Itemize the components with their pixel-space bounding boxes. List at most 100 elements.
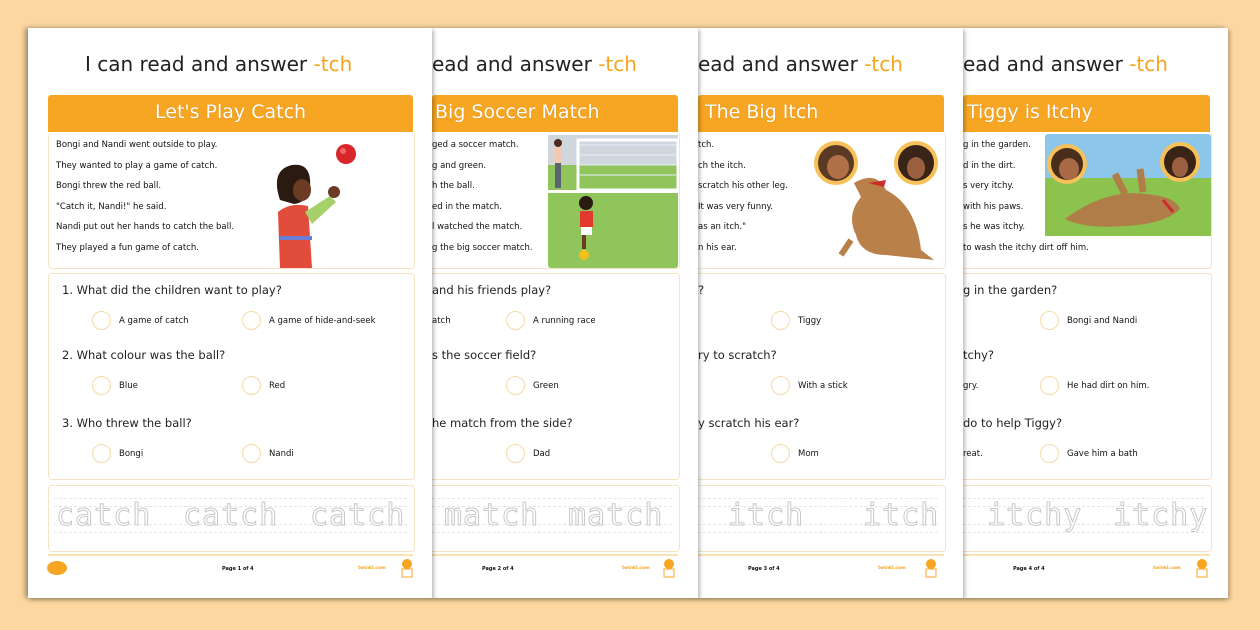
answer-option[interactable]: Tiggy: [798, 316, 822, 326]
answer-option[interactable]: Bongi: [119, 449, 144, 459]
page-number: Page 2 of 4: [482, 566, 514, 572]
twinkl-logo-icon: [46, 560, 68, 580]
worksheet-title: I can read and answer -tch: [85, 52, 352, 76]
tracing-word[interactable]: itch: [727, 498, 805, 534]
page-number: Page 1 of 4: [222, 566, 254, 572]
brand-badge-icon: [924, 558, 938, 582]
worksheet-page: ead and answer -tch Big Soccer Match ged a…: [432, 28, 698, 598]
answer-option[interactable]: A running race: [533, 316, 596, 326]
story-line: g and green.: [432, 160, 487, 171]
answer-option[interactable]: Mom: [798, 449, 819, 459]
tracing-box: [48, 485, 415, 552]
question-text: do to help Tiggy?: [963, 416, 1063, 430]
story-line: d in the dirt.: [963, 160, 1016, 171]
question-text: ?: [698, 283, 705, 297]
tracing-guideline: [698, 524, 938, 525]
story-line: h the ball.: [432, 181, 475, 191]
answer-radio[interactable]: [242, 444, 261, 463]
answer-radio[interactable]: [506, 311, 525, 330]
title-suffix: -tch: [598, 52, 637, 76]
tracing-guideline: [432, 506, 672, 507]
answer-option[interactable]: Dad: [533, 449, 551, 459]
story-illustration: [548, 135, 680, 272]
answer-option[interactable]: Gave him a bath: [1067, 449, 1138, 459]
questions-box: [48, 273, 415, 480]
worksheet-title: ead and answer -tch: [698, 52, 903, 76]
tracing-word[interactable]: match: [567, 498, 664, 534]
tracing-word[interactable]: itch: [862, 498, 940, 534]
answer-radio[interactable]: [92, 311, 111, 330]
story-line: Bongi and Nandi went outside to play.: [56, 140, 218, 150]
story-line: as an itch.": [698, 222, 747, 232]
answer-option[interactable]: Blue: [119, 381, 138, 391]
answer-radio[interactable]: [92, 376, 111, 395]
answer-option[interactable]: reat.: [963, 449, 983, 459]
answer-option[interactable]: With a stick: [798, 381, 848, 391]
questions-box: [963, 273, 1212, 480]
question-text: g in the garden?: [963, 283, 1058, 297]
answer-option[interactable]: Nandi: [269, 449, 294, 459]
story-line: ch the itch.: [698, 160, 746, 171]
footer-divider: [432, 554, 678, 556]
tracing-word[interactable]: catch: [182, 498, 279, 534]
worksheet-page: I can read and answer -tch Let's Play Cat…: [28, 28, 432, 598]
answer-radio[interactable]: [1040, 444, 1059, 463]
tracing-word[interactable]: itchy: [1112, 498, 1209, 534]
story-line: with his paws.: [963, 201, 1024, 212]
footer-brand: twinkl.com: [878, 566, 906, 571]
brand-badge-icon: [662, 558, 676, 582]
tracing-guideline: [698, 506, 938, 507]
answer-option[interactable]: A game of hide-and-seek: [269, 316, 376, 326]
answer-option[interactable]: gry.: [963, 381, 979, 391]
answer-radio[interactable]: [506, 444, 525, 463]
story-line: ged a soccer match.: [432, 140, 519, 150]
story-title: Big Soccer Match: [435, 101, 600, 123]
footer-divider: [698, 554, 944, 556]
story-title-banner: Big Soccer Match: [432, 95, 678, 132]
answer-radio[interactable]: [92, 444, 111, 463]
story-illustration: [806, 135, 941, 272]
story-line: n his ear.: [698, 242, 737, 253]
tracing-guideline: [54, 532, 407, 533]
tracing-word[interactable]: match: [443, 498, 540, 534]
footer-brand: twinkl.com: [622, 566, 650, 571]
tracing-guideline: [54, 524, 407, 525]
story-line: They played a fun game of catch.: [56, 242, 199, 253]
question-text: 1. What did the children want to play?: [62, 283, 282, 297]
tracing-word[interactable]: itchy: [986, 498, 1083, 534]
questions-box: [432, 273, 680, 480]
answer-radio[interactable]: [771, 311, 790, 330]
question-text: he match from the side?: [432, 416, 573, 430]
page-number: Page 4 of 4: [1013, 566, 1045, 572]
answer-option[interactable]: atch: [432, 316, 451, 326]
tracing-word[interactable]: catch: [55, 498, 152, 534]
answer-radio[interactable]: [506, 376, 525, 395]
question-text: y scratch his ear?: [698, 416, 800, 430]
story-line: g in the garden.: [963, 140, 1031, 150]
story-line: s he was itchy.: [963, 222, 1026, 232]
worksheet-page: ead and answer -tch The Big Itch tch. ch th…: [698, 28, 963, 598]
answer-option[interactable]: A game of catch: [119, 316, 189, 326]
answer-option[interactable]: Bongi and Nandi: [1067, 316, 1138, 326]
answer-radio[interactable]: [1040, 311, 1059, 330]
answer-radio[interactable]: [771, 376, 790, 395]
answer-option[interactable]: He had dirt on him.: [1067, 381, 1150, 391]
story-line: They wanted to play a game of catch.: [56, 160, 218, 171]
story-line: It was very funny.: [698, 201, 773, 212]
tracing-guideline: [698, 532, 938, 533]
tracing-word[interactable]: catch: [309, 498, 406, 534]
answer-radio[interactable]: [242, 311, 261, 330]
tracing-box: [963, 485, 1212, 552]
answer-radio[interactable]: [1040, 376, 1059, 395]
tracing-guideline: [54, 506, 407, 507]
tracing-guideline: [963, 524, 1204, 525]
title-text: ead and answer: [698, 52, 858, 76]
title-text: ead and answer: [432, 52, 592, 76]
title-text: I can read and answer: [85, 52, 308, 76]
answer-radio[interactable]: [771, 444, 790, 463]
tracing-guideline: [963, 498, 1204, 499]
answer-radio[interactable]: [242, 376, 261, 395]
question-text: and his friends play?: [432, 283, 552, 297]
answer-option[interactable]: Red: [269, 381, 286, 391]
answer-option[interactable]: Green: [533, 381, 559, 391]
